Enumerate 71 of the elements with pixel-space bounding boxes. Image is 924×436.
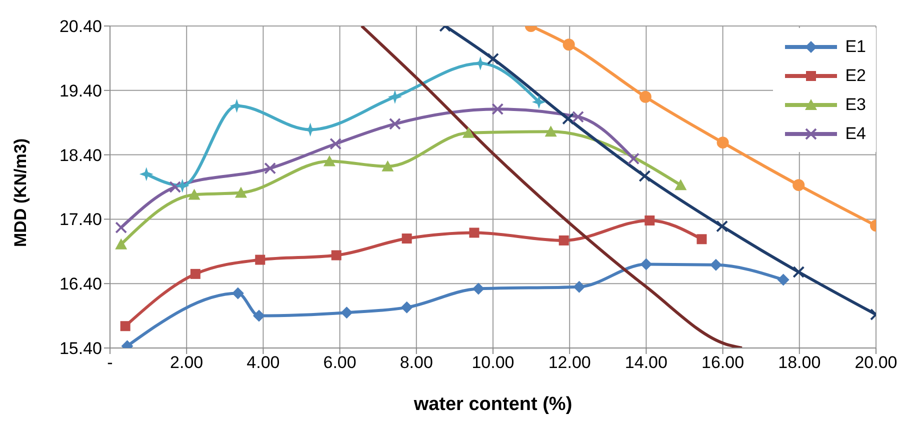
point (232, 287, 244, 300)
point (402, 234, 412, 244)
point (492, 103, 504, 116)
point (792, 266, 805, 278)
x-tick-label: - (107, 353, 113, 372)
legend-label: E4 (845, 124, 866, 144)
point (331, 250, 342, 260)
x-tick-label: 4.00 (246, 353, 280, 372)
point (340, 306, 353, 319)
point (115, 238, 128, 250)
point (572, 110, 584, 123)
y-tick-label: 20.40 (59, 17, 102, 36)
point (115, 222, 128, 234)
point (472, 282, 484, 295)
point (462, 126, 474, 138)
x-tick-label: 10.00 (472, 353, 514, 372)
y-tick-label: 18.40 (59, 146, 102, 165)
point (544, 126, 557, 137)
legend-label: E3 (845, 94, 866, 114)
point (252, 310, 265, 322)
y-tick-label: 19.40 (59, 81, 102, 100)
point (400, 301, 413, 314)
y-tick-label: 15.40 (59, 339, 102, 358)
point (628, 152, 640, 165)
point (562, 112, 574, 125)
point (139, 167, 154, 182)
point (388, 118, 401, 130)
point (469, 228, 480, 238)
point (792, 179, 805, 192)
point (716, 136, 729, 149)
x-tick-label: 20.00 (854, 353, 898, 372)
point (558, 235, 569, 246)
point (573, 280, 586, 293)
point (382, 160, 394, 172)
point (330, 138, 342, 150)
x-tick-label: 2.00 (170, 353, 204, 372)
y-tick-label: 17.40 (59, 210, 102, 230)
point (674, 179, 687, 190)
legend-label: E1 (845, 36, 866, 56)
point (639, 90, 652, 103)
x-axis-title: water content (%) (412, 394, 572, 415)
line-series (360, 26, 744, 348)
x-tick-label: 18.00 (778, 353, 821, 372)
point (234, 186, 247, 198)
point (120, 321, 130, 332)
point (532, 94, 546, 109)
point (640, 258, 652, 270)
point (487, 52, 499, 65)
point (175, 178, 190, 193)
x-tick-label: 14.00 (624, 353, 668, 372)
point (190, 268, 200, 279)
x-tick-label: 16.00 (702, 353, 744, 372)
point (644, 215, 655, 226)
x-tick-label: 8.00 (400, 353, 433, 372)
point (188, 188, 200, 200)
point (716, 220, 728, 232)
x-tick-label: 12.00 (548, 353, 591, 372)
y-tick-label: 16.40 (59, 274, 102, 294)
point (638, 170, 651, 182)
point (696, 234, 707, 244)
point (388, 90, 402, 104)
point (710, 258, 722, 271)
x-tick-label: 6.00 (323, 353, 356, 372)
point (169, 181, 182, 193)
point (264, 162, 276, 174)
point (777, 274, 790, 286)
point (323, 155, 336, 166)
point (255, 254, 266, 265)
legend-label: E2 (845, 66, 866, 86)
point (562, 38, 575, 51)
y-axis-title: MDD (KN/m3) (11, 138, 30, 247)
